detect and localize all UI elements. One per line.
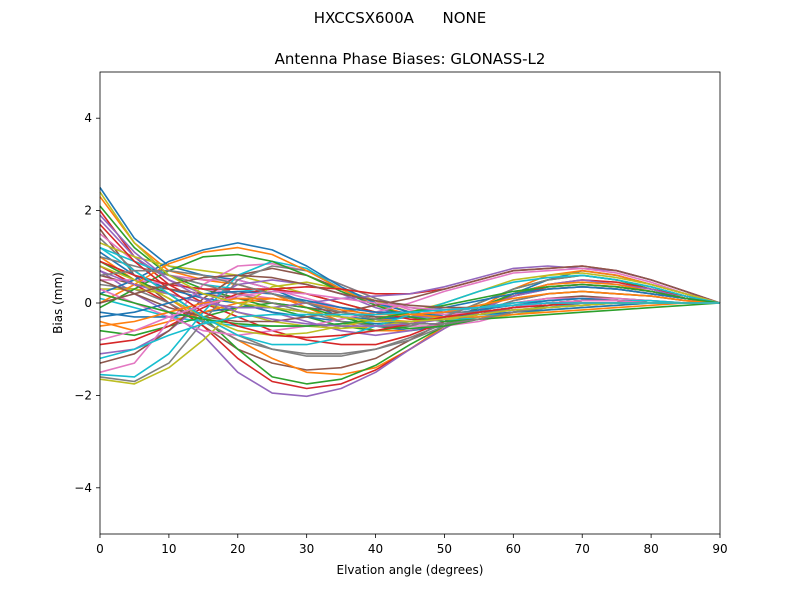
x-tick-label: 80 <box>643 542 658 556</box>
x-tick-label: 60 <box>506 542 521 556</box>
y-tick-label: 0 <box>84 296 92 310</box>
y-tick-label: 2 <box>84 204 92 218</box>
x-axis-label: Elvation angle (degrees) <box>337 563 484 577</box>
chart-title: Antenna Phase Biases: GLONASS-L2 <box>275 50 546 68</box>
x-tick-label: 20 <box>230 542 245 556</box>
x-tick-label: 50 <box>437 542 452 556</box>
x-axis: 0 10 20 30 40 50 60 70 80 90 <box>96 534 728 556</box>
x-tick-label: 40 <box>368 542 383 556</box>
series-line-50 <box>99 302 720 360</box>
figure-suptitle: HXCCSX600A NONE <box>313 9 487 27</box>
y-axis: −4 −2 0 2 4 <box>74 111 100 495</box>
y-tick-label: −4 <box>74 481 92 495</box>
x-tick-label: 0 <box>96 542 104 556</box>
series-line-42 <box>99 290 721 327</box>
y-tick-label: −2 <box>74 388 92 402</box>
series-layer <box>99 187 721 398</box>
x-tick-label: 90 <box>712 542 727 556</box>
series-line-33 <box>99 253 721 323</box>
x-tick-label: 70 <box>575 542 590 556</box>
x-tick-label: 30 <box>299 542 314 556</box>
y-tick-label: 4 <box>84 111 92 125</box>
series-line-37 <box>99 267 721 337</box>
x-tick-label: 10 <box>161 542 176 556</box>
y-axis-label: Bias (mm) <box>51 272 65 334</box>
